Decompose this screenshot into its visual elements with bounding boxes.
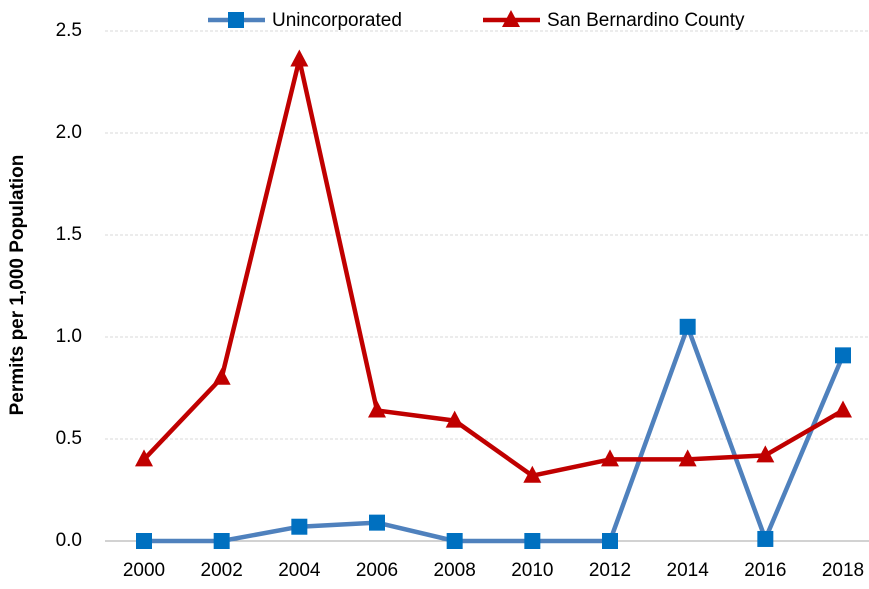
legend-label: San Bernardino County (547, 10, 745, 31)
data-point (523, 465, 542, 483)
y-tick-label: 2.5 (56, 20, 82, 41)
y-tick-label: 0.5 (56, 428, 82, 449)
data-point (445, 410, 464, 428)
x-tick-label: 2000 (123, 560, 165, 581)
legend-swatch-marker (228, 12, 244, 28)
data-point (601, 449, 619, 467)
x-tick-label: 2014 (667, 560, 710, 581)
data-point (136, 533, 152, 549)
legend-label: Unincorporated (272, 10, 402, 31)
data-point (679, 318, 696, 335)
y-tick-label: 1.0 (56, 326, 82, 347)
y-tick-label: 0.0 (56, 530, 82, 551)
data-point (135, 449, 153, 467)
x-tick-label: 2008 (434, 560, 476, 581)
data-point (369, 514, 385, 531)
legend-swatch-marker (502, 10, 520, 27)
series-line (144, 324, 846, 544)
x-tick-label: 2004 (278, 560, 321, 581)
data-point (835, 347, 851, 364)
data-point (834, 400, 852, 418)
data-point (446, 533, 463, 549)
x-tick-label: 2006 (356, 560, 398, 581)
x-tick-label: 2018 (822, 560, 864, 581)
data-point (291, 518, 308, 535)
x-tick-label: 2016 (744, 560, 786, 581)
y-axis-label: Permits per 1,000 Population (7, 155, 28, 416)
data-point (213, 533, 230, 549)
data-point (602, 533, 618, 549)
x-tick-label: 2010 (511, 560, 553, 581)
data-point (757, 530, 774, 547)
y-tick-label: 1.5 (56, 224, 82, 245)
y-tick-label: 2.0 (56, 122, 82, 143)
data-point (678, 449, 697, 467)
data-point (756, 445, 775, 463)
x-tick-label: 2002 (201, 560, 243, 581)
x-tick-label: 2012 (589, 560, 631, 581)
data-point (290, 49, 309, 67)
data-point (212, 367, 231, 385)
data-point (368, 400, 386, 418)
series-line (142, 57, 845, 478)
data-point (524, 533, 541, 549)
